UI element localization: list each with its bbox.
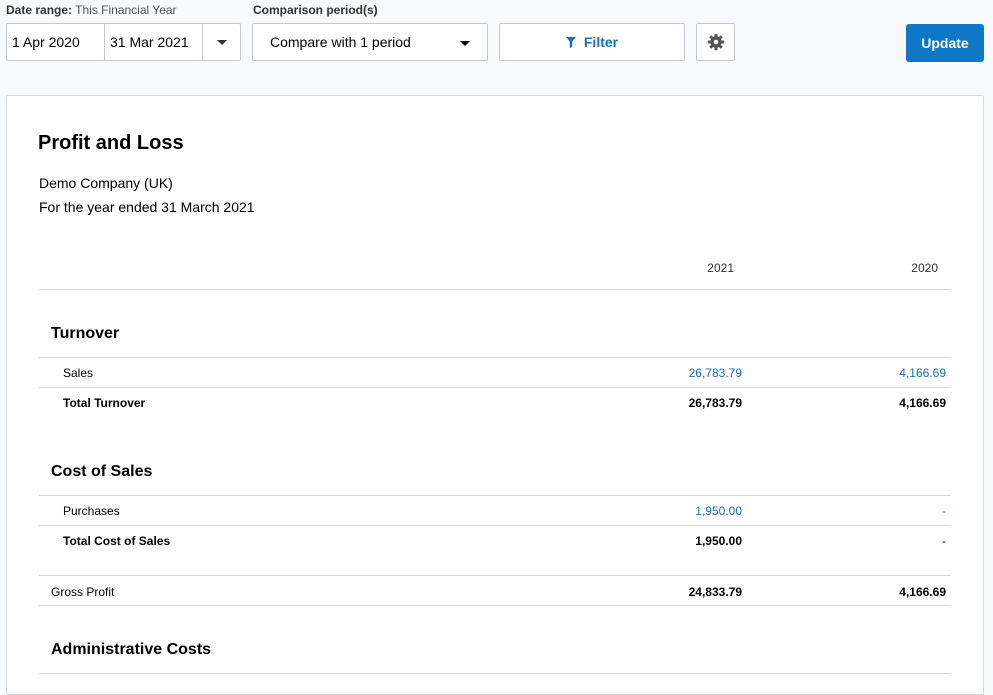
row-label: Sales xyxy=(63,366,94,380)
purchases-2021-link[interactable]: 1,950.00 xyxy=(695,504,742,518)
divider xyxy=(39,289,951,290)
column-header-2021: 2021 xyxy=(707,261,734,275)
date-from-input[interactable]: 1 Apr 2020 xyxy=(7,24,105,60)
date-range-label: Date range: This Financial Year xyxy=(6,3,177,17)
filter-button[interactable]: Filter xyxy=(499,23,685,61)
gear-icon xyxy=(707,33,724,51)
divider xyxy=(39,357,951,358)
date-to-input[interactable]: 31 Mar 2021 xyxy=(105,24,203,60)
total-cost-of-sales-2021: 1,950.00 xyxy=(695,534,742,548)
divider xyxy=(39,605,951,606)
settings-button[interactable] xyxy=(696,23,735,61)
section-heading-cost-of-sales: Cost of Sales xyxy=(51,463,153,480)
purchases-2020-link[interactable]: - xyxy=(942,504,946,518)
row-label: Total Cost of Sales xyxy=(63,534,171,548)
row-label: Gross Profit xyxy=(51,585,115,599)
report-period: For the year ended 31 March 2021 xyxy=(39,199,255,215)
sales-2020-link[interactable]: 4,166.69 xyxy=(899,366,946,380)
table-row-purchases: Purchases 1,950.00 - xyxy=(39,496,951,526)
divider xyxy=(39,387,951,388)
date-range-preset[interactable]: This Financial Year xyxy=(75,3,177,17)
date-range-dropdown-button[interactable] xyxy=(203,24,240,60)
comparison-period-select[interactable]: Compare with 1 period xyxy=(252,23,488,61)
table-row-total-turnover: Total Turnover 26,783.79 4,166.69 xyxy=(39,388,951,418)
total-cost-of-sales-2020: - xyxy=(942,534,946,548)
gross-profit-2020: 4,166.69 xyxy=(899,585,946,599)
table-row-total-cost-of-sales: Total Cost of Sales 1,950.00 - xyxy=(39,526,951,556)
divider xyxy=(39,673,951,674)
report-title: Profit and Loss xyxy=(38,132,184,154)
row-label: Total Turnover xyxy=(63,396,146,410)
row-label: Purchases xyxy=(63,504,120,518)
divider xyxy=(39,495,951,496)
column-header-2020: 2020 xyxy=(911,261,938,275)
company-name: Demo Company (UK) xyxy=(39,175,173,191)
section-heading-turnover: Turnover xyxy=(51,325,120,342)
chevron-down-icon xyxy=(460,41,470,46)
gross-profit-2021: 24,833.79 xyxy=(688,585,742,599)
date-range-picker: 1 Apr 2020 31 Mar 2021 xyxy=(6,23,241,61)
filter-button-label: Filter xyxy=(583,34,619,50)
divider xyxy=(39,575,951,576)
table-row-gross-profit: Gross Profit 24,833.79 4,166.69 xyxy=(39,577,951,607)
total-turnover-2020: 4,166.69 xyxy=(899,396,946,410)
table-row-sales: Sales 26,783.79 4,166.69 xyxy=(39,358,951,388)
funnel-icon xyxy=(565,36,576,48)
comparison-label: Comparison period(s) xyxy=(253,3,378,17)
total-turnover-2021: 26,783.79 xyxy=(688,396,742,410)
sales-2021-link[interactable]: 26,783.79 xyxy=(688,366,742,380)
chevron-down-icon xyxy=(216,39,227,45)
report-toolbar: Date range: This Financial Year Comparis… xyxy=(0,0,993,90)
section-heading-administrative-costs: Administrative Costs xyxy=(51,641,212,658)
report-card: Profit and Loss Demo Company (UK) For th… xyxy=(6,95,984,695)
update-button[interactable]: Update xyxy=(906,24,984,62)
divider xyxy=(39,525,951,526)
comparison-period-value: Compare with 1 period xyxy=(270,34,411,50)
